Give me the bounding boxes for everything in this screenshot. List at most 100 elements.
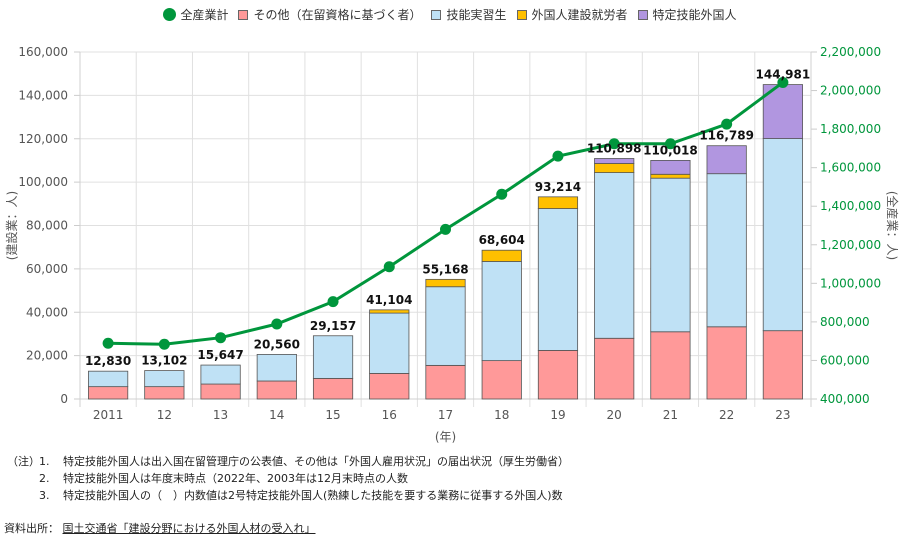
bar-segment-other[interactable] [650,331,691,400]
x-tick-label: 20 [607,408,622,422]
x-tick-label: 21 [663,408,678,422]
line-point [215,332,227,344]
y-tick-label-left: 0 [60,392,68,406]
note-number: 3. [39,489,50,502]
bar-segment-construction-worker[interactable] [369,309,410,314]
bar-total-label: 110,898 [587,141,642,155]
legend-item[interactable]: 外国人建設就労者 [516,6,628,23]
bar-segment-trainee[interactable] [481,261,522,362]
line-point [777,76,789,88]
bar-segment-other[interactable] [594,337,635,400]
y-tick-label-right: 2,200,000 [820,45,881,59]
legend-label: 全産業計 [180,8,229,22]
bar-segment-other[interactable] [481,360,522,400]
y-tick-label-left: 160,000 [18,45,68,59]
line-point [158,338,170,350]
source-label: 資料出所： [4,522,59,535]
y-tick-label-right: 1,600,000 [820,161,881,175]
y-tick-label-right: 2,000,000 [820,84,881,98]
bar-segment-specified-skilled[interactable] [650,159,691,175]
x-tick-label: 22 [719,408,734,422]
y-tick-label-right: 800,000 [820,315,870,329]
line-point [271,318,283,330]
y-tick-label-right: 1,400,000 [820,199,881,213]
bar-segment-construction-worker[interactable] [481,249,522,262]
y-tick-label-left: 140,000 [18,88,68,102]
bar-segment-other[interactable] [144,386,185,400]
bar-segment-trainee[interactable] [706,173,747,328]
legend-swatch-icon [637,9,648,20]
bar-segment-other[interactable] [706,326,747,400]
bar-segment-other[interactable] [312,377,354,400]
legend-swatch-icon [238,9,249,20]
note-prefix: （注） [7,455,40,468]
x-tick-label: 12 [157,408,172,422]
line-point [496,188,508,200]
bar-segment-other[interactable] [369,373,410,400]
bar-segment-trainee[interactable] [312,335,354,379]
footnotes: （注） 1. 特定技能外国人は出入国在留管理庁の公表値、その他は「外国人雇用状況… [7,453,569,504]
bar-segment-trainee[interactable] [425,286,466,366]
line-point [383,261,395,273]
note-text: 特定技能外国人は年度末時点（2022年、2003年は12月末時点の人数 [63,472,408,485]
bar-segment-other[interactable] [200,383,241,400]
bar-segment-trainee[interactable] [369,312,410,374]
bar-segment-construction-worker[interactable] [594,163,635,173]
bar-segment-other[interactable] [762,330,803,400]
bar-segment-construction-worker[interactable] [537,196,579,209]
note-number: 1. [39,455,50,468]
bar-segment-construction-worker[interactable] [650,173,691,179]
source-link[interactable]: 国土交通省「建設分野における外国人材の受入れ」 [62,522,316,535]
y-tick-label-left: 120,000 [18,132,68,146]
bar-segment-trainee[interactable] [650,177,691,333]
x-tick-label: 18 [494,408,509,422]
note-row-3: 3. 特定技能外国人の（ ）内数値は2号特定技能外国人(熟練した技能を要する業務… [7,487,569,504]
y-tick-label-left: 40,000 [26,305,68,319]
legend-item[interactable]: 技能実習生 [431,6,507,23]
legend-swatch-icon [431,9,442,20]
bar-total-label: 55,168 [422,262,468,276]
bar-segment-trainee[interactable] [144,370,185,388]
bar-total-label: 12,830 [85,354,131,368]
line-point [721,118,733,130]
x-tick-label: 17 [438,408,453,422]
bar-segment-trainee[interactable] [537,208,579,351]
bar-total-label: 93,214 [535,180,581,194]
y-tick-label-right: 400,000 [820,392,870,406]
x-tick-label: 2011 [93,408,124,422]
line-point [440,223,451,235]
y-tick-label-left: 20,000 [26,349,68,363]
bar-total-label: 15,647 [197,348,243,362]
bar-segment-trainee[interactable] [88,370,129,388]
legend-item[interactable]: 特定技能外国人 [637,6,737,23]
bar-segment-trainee[interactable] [256,354,297,382]
note-row-1: （注） 1. 特定技能外国人は出入国在留管理庁の公表値、その他は「外国人雇用状況… [7,453,569,470]
y-tick-label-left: 60,000 [26,262,68,276]
note-text: 特定技能外国人は出入国在留管理庁の公表値、その他は「外国人雇用状況」の届出状況（… [63,455,569,468]
chart-legend: 全産業計 その他（在留資格に基づく者） 技能実習生 外国人建設就労者 特定技能外国人 [0,6,900,23]
legend-item[interactable]: 全産業計 [163,6,228,23]
bar-segment-specified-skilled[interactable] [706,145,747,175]
bar-segment-trainee[interactable] [200,364,241,385]
legend-label: 外国人建設就労者 [531,8,628,22]
bar-segment-other[interactable] [537,350,579,400]
bar-total-label: 29,157 [310,319,356,333]
bar-segment-construction-worker[interactable] [425,278,466,288]
line-point [327,296,339,308]
bar-total-label: 116,789 [699,129,754,143]
line-point [664,138,676,150]
line-point [608,138,620,150]
x-tick-label: 19 [550,408,565,422]
bar-segment-specified-skilled[interactable] [594,158,635,164]
legend-item[interactable]: その他（在留資格に基づく者） [238,6,421,23]
bar-segment-other[interactable] [425,364,466,400]
x-tick-label: 13 [213,408,228,422]
x-tick-label: 15 [325,408,340,422]
bar-segment-trainee[interactable] [762,138,803,332]
note-row-2: 2. 特定技能外国人は年度末時点（2022年、2003年は12月末時点の人数 [7,470,569,487]
bar-total-label: 20,560 [254,337,300,351]
bar-segment-other[interactable] [88,386,129,400]
bar-segment-trainee[interactable] [594,172,635,339]
note-number: 2. [39,472,50,485]
bar-segment-other[interactable] [256,380,297,400]
